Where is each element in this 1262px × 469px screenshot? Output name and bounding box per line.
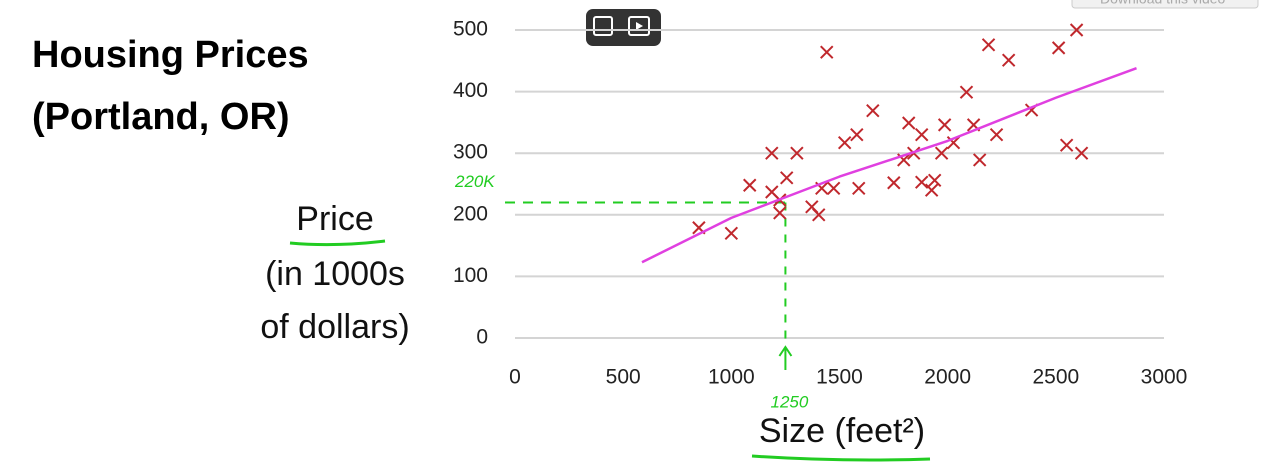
data-point [1069, 23, 1084, 37]
data-point [1059, 138, 1074, 152]
y-label-line: of dollars) [260, 308, 409, 346]
x-label: Size (feet²) [759, 412, 925, 450]
data-point [924, 183, 939, 197]
download-button[interactable] [1071, 0, 1259, 9]
data-point [937, 118, 952, 132]
download-text: Download this video [1100, 0, 1226, 7]
data-point [927, 173, 942, 188]
title-line: Housing Prices [32, 34, 309, 76]
y-tick-label: 200 [453, 202, 488, 225]
x-tick-label: 500 [606, 366, 641, 389]
underline [751, 454, 931, 462]
x-tick-label: 1500 [816, 366, 863, 389]
data-point [934, 146, 949, 160]
data-point [743, 178, 757, 192]
data-point [946, 136, 961, 150]
underline [289, 239, 386, 247]
controls-bg [586, 9, 661, 46]
data-point [887, 176, 901, 190]
y-tick-label: 0 [476, 326, 488, 349]
y-label-line: (in 1000s [265, 255, 405, 293]
play-button[interactable] [628, 16, 650, 36]
data-point [981, 38, 996, 52]
data-point [902, 116, 916, 130]
play-icon [636, 22, 643, 30]
x-tick-label: 1000 [708, 366, 755, 389]
x-tick-label: 2000 [924, 366, 971, 389]
x-tick-label: 2500 [1032, 366, 1079, 389]
data-point [790, 146, 804, 160]
y-tick-label: 500 [453, 18, 488, 41]
data-point [1001, 53, 1016, 67]
data-point [820, 45, 834, 59]
y-tick-label: 400 [453, 79, 488, 102]
x-tick-label: 3000 [1141, 366, 1188, 389]
pip-button[interactable] [593, 16, 613, 36]
guide-note: 220K [454, 172, 495, 191]
y-tick-label: 300 [453, 141, 488, 164]
data-point [780, 171, 794, 185]
x-tick-label: 0 [509, 366, 521, 389]
y-label-line: Price [296, 200, 373, 238]
data-point [773, 206, 787, 220]
data-point [914, 175, 929, 189]
data-point [959, 85, 974, 99]
data-point [866, 103, 880, 118]
data-point [724, 226, 739, 240]
title-line: (Portland, OR) [32, 96, 290, 138]
fit-line [641, 67, 1137, 264]
data-point [972, 153, 987, 167]
guide-note: 1250 [771, 392, 809, 411]
video-controls [586, 9, 661, 46]
data-point [826, 181, 841, 196]
data-point [812, 208, 826, 222]
data-point [1074, 146, 1089, 160]
guide-arrow [778, 345, 793, 370]
data-point [1051, 41, 1066, 55]
data-point [837, 136, 852, 150]
data-point [765, 146, 779, 160]
y-tick-label: 100 [453, 264, 488, 287]
data-point [914, 128, 929, 142]
data-point [850, 128, 864, 142]
data-point [989, 128, 1004, 142]
data-point [852, 181, 866, 196]
